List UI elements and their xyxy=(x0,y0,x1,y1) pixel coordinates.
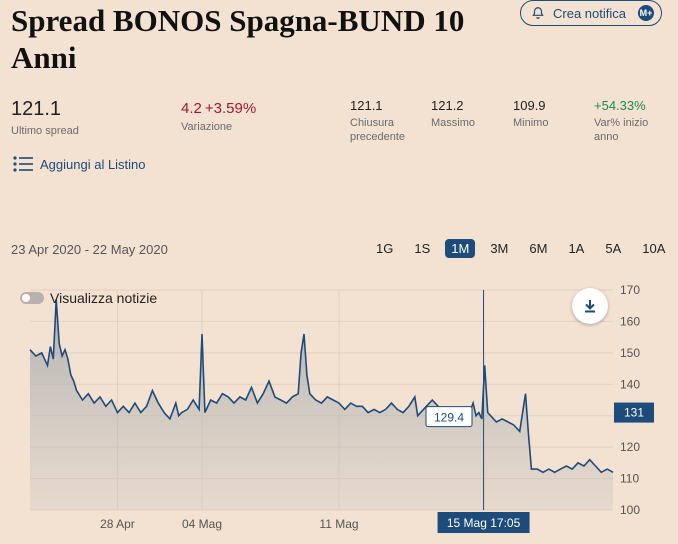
create-notification-label: Crea notifica xyxy=(553,5,626,21)
premium-badge-icon: M+ xyxy=(637,5,654,21)
y-tick-label: 150 xyxy=(620,346,640,360)
y-tick-label: 100 xyxy=(620,503,640,517)
range-6m[interactable]: 6M xyxy=(529,241,548,256)
range-1g[interactable]: 1G xyxy=(376,241,394,256)
stat-variation: 4.2 +3.59% Variazione xyxy=(181,100,256,134)
stat-ytd: +54.33% Var% inizio anno xyxy=(594,98,664,144)
tooltip-box xyxy=(425,406,473,428)
bell-icon xyxy=(532,7,544,19)
spread-label: Ultimo spread xyxy=(11,125,79,137)
download-button[interactable] xyxy=(572,288,608,324)
min-value: 109.9 xyxy=(513,98,546,113)
last-value-badge xyxy=(614,402,654,423)
stat-prev-close: 121.1 Chiusura precedente xyxy=(350,98,420,144)
range-1s[interactable]: 1S xyxy=(414,241,431,256)
range-10a[interactable]: 10A xyxy=(642,241,666,256)
tooltip-value: 129.4 xyxy=(434,411,464,425)
news-toggle-label: Visualizza notizie xyxy=(50,290,158,306)
prev-close-label: Chiusura precedente xyxy=(350,117,406,143)
range-selector: 1G 1S 1M 3M 6M 1A 5A 10A xyxy=(370,239,671,258)
ytd-value: +54.33% xyxy=(594,98,646,113)
stat-last-spread: 121.1 Ultimo spread xyxy=(11,98,79,138)
series-line xyxy=(29,299,614,474)
prev-close-value: 121.1 xyxy=(350,98,383,113)
stat-max: 121.2 Massimo xyxy=(431,98,475,130)
max-value: 121.2 xyxy=(431,98,464,113)
range-1a[interactable]: 1A xyxy=(568,241,585,256)
last-value-label: 131 xyxy=(624,406,644,420)
add-to-list-label: Aggiungi al Listino xyxy=(40,156,146,172)
range-1m[interactable]: 1M xyxy=(445,239,476,258)
create-notification-button[interactable]: Crea notifica M+ xyxy=(520,0,662,26)
variation-abs: 4.2 xyxy=(181,100,202,117)
toggle-switch-icon[interactable] xyxy=(20,292,44,304)
range-3m[interactable]: 3M xyxy=(490,241,509,256)
news-toggle[interactable]: Visualizza notizie xyxy=(20,290,157,306)
cursor-date-badge xyxy=(437,512,530,533)
x-tick-label: 04 Mag xyxy=(182,517,222,531)
date-range: 23 Apr 2020 - 22 May 2020 xyxy=(11,242,168,257)
download-icon xyxy=(585,300,595,313)
list-icon xyxy=(13,156,33,172)
y-tick-label: 120 xyxy=(620,440,640,454)
page-title: Spread BONOS Spagna-BUND 10 Anni xyxy=(11,3,465,75)
series-area xyxy=(30,299,613,510)
variation-label: Variazione xyxy=(181,121,233,133)
y-tick-label: 110 xyxy=(620,472,639,486)
min-label: Minimo xyxy=(513,117,549,129)
y-tick-label: 170 xyxy=(620,283,640,297)
range-5a[interactable]: 5A xyxy=(605,241,622,256)
stat-min: 109.9 Minimo xyxy=(513,98,548,130)
x-tick-label: 11 Mag xyxy=(319,517,358,531)
cursor-date-label: 15 Mag 17:05 xyxy=(447,516,521,530)
variation-pct: +3.59% xyxy=(204,100,257,117)
y-tick-label: 140 xyxy=(620,377,640,391)
max-label: Massimo xyxy=(431,117,476,129)
add-to-list-link[interactable]: Aggiungi al Listino xyxy=(13,156,146,172)
ytd-label: Var% inizio anno xyxy=(594,117,649,143)
y-tick-label: 160 xyxy=(620,314,640,328)
spread-value: 121.1 xyxy=(11,98,62,120)
x-tick-label: 28 Apr xyxy=(100,517,135,531)
